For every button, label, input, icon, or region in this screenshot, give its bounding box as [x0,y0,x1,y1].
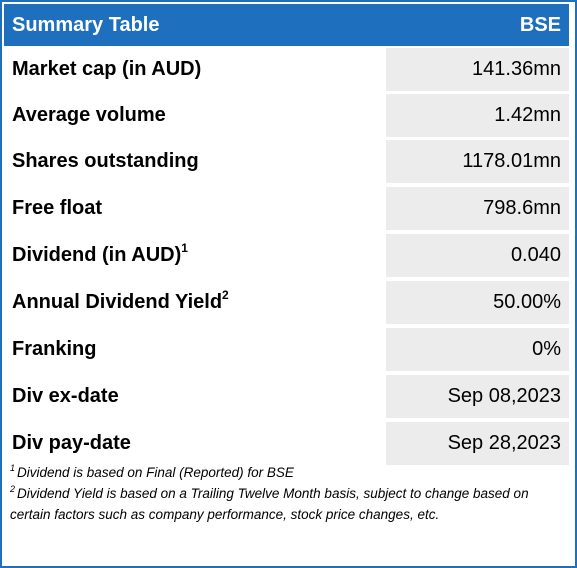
row-label-text: Shares outstanding [12,150,199,172]
table-row-average-volume: Average volume 1.42mn [4,94,569,137]
footnotes: 1 Dividend is based on Final (Reported) f… [10,462,566,525]
row-label: Average volume [4,94,382,137]
row-label: Annual Dividend Yield2 [4,281,382,324]
table-row-shares-outstanding: Shares outstanding 1178.01mn [4,140,569,183]
row-label-text: Div ex-date [12,385,119,407]
row-label-text: Average volume [12,104,166,126]
row-label: Free float [4,187,382,230]
row-label-text: Div pay-date [12,432,131,454]
row-value: 141.36mn [386,48,569,91]
footnote-1: 1 Dividend is based on Final (Reported) f… [10,462,566,483]
row-value: Sep 28,2023 [386,422,569,465]
row-value: 1178.01mn [386,140,569,183]
row-value: 50.00% [386,281,569,324]
row-label-text: Free float [12,197,103,219]
row-value: 798.6mn [386,187,569,230]
footnote-mark: 2 [10,484,16,494]
footnote-marker: 1 [181,241,188,255]
row-label-text: Franking [12,338,97,360]
table-row-dividend: Dividend (in AUD)1 0.040 [4,234,569,277]
footnote-2: 2 Dividend Yield is based on a Trailing T… [10,483,566,525]
table-header: Summary Table BSE [4,4,569,46]
row-label: Shares outstanding [4,140,382,183]
row-label-text: Annual Dividend Yield [12,291,223,313]
table-row-franking: Franking 0% [4,328,569,371]
row-value: 1.42mn [386,94,569,137]
table-row-div-pay-date: Div pay-date Sep 28,2023 [4,422,569,465]
row-value: 0% [386,328,569,371]
row-label: Dividend (in AUD)1 [4,234,382,277]
row-label-text: Market cap (in AUD) [12,58,202,80]
table-row-market-cap: Market cap (in AUD) 141.36mn [4,48,569,91]
footnote-text: Dividend Yield is based on a Trailing Tw… [10,486,529,522]
row-label: Market cap (in AUD) [4,48,382,91]
table-title: Summary Table [12,14,160,36]
row-label: Div ex-date [4,375,382,418]
footnote-marker: 2 [222,288,229,302]
row-label: Franking [4,328,382,371]
row-value: Sep 08,2023 [386,375,569,418]
table-row-div-ex-date: Div ex-date Sep 08,2023 [4,375,569,418]
table-row-free-float: Free float 798.6mn [4,187,569,230]
table-row-annual-dividend-yield: Annual Dividend Yield2 50.00% [4,281,569,324]
row-label: Div pay-date [4,422,382,465]
row-value: 0.040 [386,234,569,277]
exchange-label: BSE [519,14,561,36]
footnote-text: Dividend is based on Final (Reported) fo… [17,465,294,480]
row-label-text: Dividend (in AUD) [12,244,182,266]
footnote-mark: 1 [10,463,16,473]
